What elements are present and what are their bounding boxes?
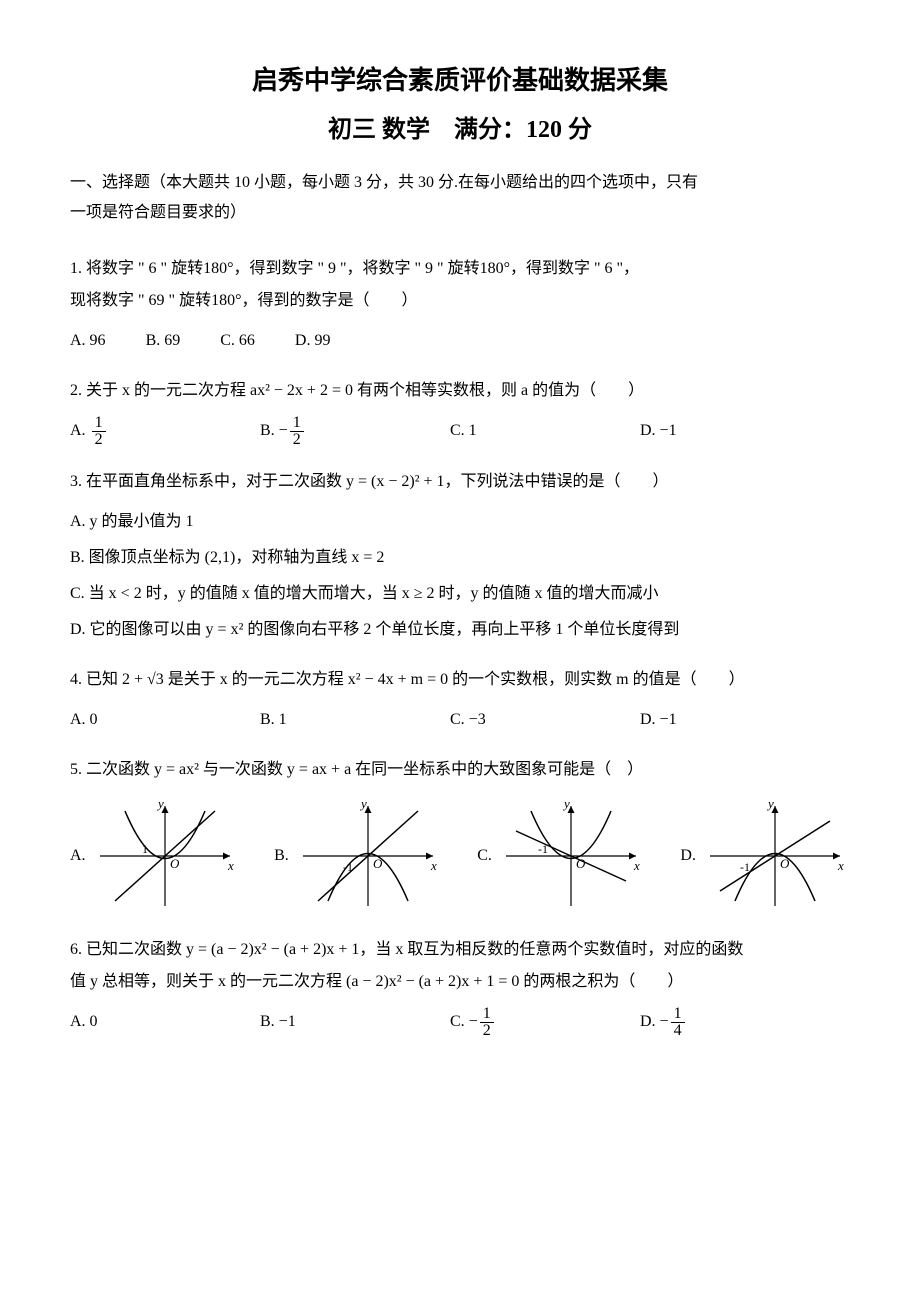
numerator: 1: [480, 1006, 494, 1023]
q5-b-label: B.: [274, 840, 289, 872]
q5-option-c: C. y x O -1: [477, 796, 646, 916]
q4-text: 4. 已知 2 + √3 是关于 x 的一元二次方程 x² − 4x + m =…: [70, 664, 850, 696]
q6-option-d: D. −14: [640, 1006, 830, 1039]
q6-c-prefix: C. −: [450, 1013, 478, 1030]
q5-option-d: D. y x O -1: [680, 796, 850, 916]
q5-graphs: A. y x O 1 B.: [70, 796, 850, 916]
q4-option-b: B. 1: [260, 704, 450, 736]
q2-option-c: C. 1: [450, 415, 640, 448]
svg-text:O: O: [576, 856, 586, 871]
q2-a-prefix: A.: [70, 422, 90, 439]
svg-text:y: y: [359, 796, 367, 811]
svg-text:x: x: [430, 858, 437, 873]
q4-option-d: D. −1: [640, 704, 830, 736]
svg-text:y: y: [562, 796, 570, 811]
page-title: 启秀中学综合素质评价基础数据采集: [70, 60, 850, 97]
question-1: 1. 将数字 " 6 " 旋转180°，得到数字 " 9 "，将数字 " 9 "…: [70, 253, 850, 357]
svg-text:x: x: [837, 858, 844, 873]
question-2: 2. 关于 x 的一元二次方程 ax² − 2x + 2 = 0 有两个相等实数…: [70, 375, 850, 448]
q3-option-d: D. 它的图像可以由 y = x² 的图像向右平移 2 个单位长度，再向上平移 …: [70, 614, 850, 646]
graph-d: y x O -1: [700, 796, 850, 916]
numerator: 1: [290, 415, 304, 432]
numerator: 1: [92, 415, 106, 432]
svg-text:O: O: [373, 856, 383, 871]
svg-text:O: O: [170, 856, 180, 871]
section-heading-line2: 一项是符合题目要求的）: [70, 204, 246, 221]
q4-option-c: C. −3: [450, 704, 640, 736]
q5-option-b: B. y x O -1: [274, 796, 443, 916]
fraction: 14: [671, 1006, 685, 1039]
q5-text: 5. 二次函数 y = ax² 与一次函数 y = ax + a 在同一坐标系中…: [70, 754, 850, 786]
svg-text:O: O: [780, 856, 790, 871]
q6-d-prefix: D. −: [640, 1013, 669, 1030]
q2-b-prefix: B. −: [260, 422, 288, 439]
svg-text:-1: -1: [538, 842, 548, 856]
q2-option-b: B. −12: [260, 415, 450, 448]
q3-option-a: A. y 的最小值为 1: [70, 506, 850, 538]
fraction: 12: [92, 415, 106, 448]
svg-text:1: 1: [142, 842, 148, 856]
q2-option-d: D. −1: [640, 415, 830, 448]
q3-text: 3. 在平面直角坐标系中，对于二次函数 y = (x − 2)² + 1，下列说…: [70, 466, 850, 498]
q1-option-a: A. 96: [70, 325, 106, 357]
q5-d-label: D.: [680, 840, 696, 872]
q6-option-b: B. −1: [260, 1006, 450, 1039]
q5-c-label: C.: [477, 840, 492, 872]
q1-option-c: C. 66: [220, 325, 255, 357]
q4-options: A. 0 B. 1 C. −3 D. −1: [70, 704, 850, 736]
graph-c: y x O -1: [496, 796, 646, 916]
question-3: 3. 在平面直角坐标系中，对于二次函数 y = (x − 2)² + 1，下列说…: [70, 466, 850, 646]
q1-line2: 现将数字 " 69 " 旋转180°，得到的数字是（ ）: [70, 292, 417, 309]
q2-options: A. 12 B. −12 C. 1 D. −1: [70, 415, 850, 448]
q5-option-a: A. y x O 1: [70, 796, 240, 916]
q2-option-a: A. 12: [70, 415, 260, 448]
graph-a: y x O 1: [90, 796, 240, 916]
q5-a-label: A.: [70, 840, 86, 872]
q3-option-c: C. 当 x < 2 时，y 的值随 x 值的增大而增大，当 x ≥ 2 时，y…: [70, 578, 850, 610]
graph-b: y x O -1: [293, 796, 443, 916]
denominator: 2: [92, 432, 106, 448]
svg-text:y: y: [156, 796, 164, 811]
svg-text:-1: -1: [343, 860, 353, 874]
svg-text:x: x: [633, 858, 640, 873]
section-heading-line1: 一、选择题（本大题共 10 小题，每小题 3 分，共 30 分.在每小题给出的四…: [70, 174, 698, 191]
q1-option-b: B. 69: [146, 325, 181, 357]
q1-option-d: D. 99: [295, 325, 331, 357]
q6-line1: 6. 已知二次函数 y = (a − 2)x² − (a + 2)x + 1，当…: [70, 941, 743, 958]
page-subtitle: 初三 数学 满分：120 分: [70, 109, 850, 144]
denominator: 2: [480, 1023, 494, 1039]
denominator: 4: [671, 1023, 685, 1039]
svg-text:y: y: [766, 796, 774, 811]
q6-line2: 值 y 总相等，则关于 x 的一元二次方程 (a − 2)x² − (a + 2…: [70, 973, 683, 990]
numerator: 1: [671, 1006, 685, 1023]
fraction: 12: [480, 1006, 494, 1039]
q6-option-c: C. −12: [450, 1006, 640, 1039]
q3-option-b: B. 图像顶点坐标为 (2,1)，对称轴为直线 x = 2: [70, 542, 850, 574]
denominator: 2: [290, 432, 304, 448]
q1-line1: 1. 将数字 " 6 " 旋转180°，得到数字 " 9 "，将数字 " 9 "…: [70, 260, 639, 277]
question-6: 6. 已知二次函数 y = (a − 2)x² − (a + 2)x + 1，当…: [70, 934, 850, 1039]
q4-option-a: A. 0: [70, 704, 260, 736]
question-4: 4. 已知 2 + √3 是关于 x 的一元二次方程 x² − 4x + m =…: [70, 664, 850, 736]
svg-text:-1: -1: [740, 860, 750, 874]
fraction: 12: [290, 415, 304, 448]
q1-options: A. 96 B. 69 C. 66 D. 99: [70, 325, 850, 357]
section-heading: 一、选择题（本大题共 10 小题，每小题 3 分，共 30 分.在每小题给出的四…: [70, 168, 850, 229]
question-5: 5. 二次函数 y = ax² 与一次函数 y = ax + a 在同一坐标系中…: [70, 754, 850, 916]
q6-option-a: A. 0: [70, 1006, 260, 1039]
svg-text:x: x: [227, 858, 234, 873]
q2-text: 2. 关于 x 的一元二次方程 ax² − 2x + 2 = 0 有两个相等实数…: [70, 375, 850, 407]
q6-options: A. 0 B. −1 C. −12 D. −14: [70, 1006, 850, 1039]
q6-text: 6. 已知二次函数 y = (a − 2)x² − (a + 2)x + 1，当…: [70, 934, 850, 998]
q3-options: A. y 的最小值为 1 B. 图像顶点坐标为 (2,1)，对称轴为直线 x =…: [70, 506, 850, 646]
q1-text: 1. 将数字 " 6 " 旋转180°，得到数字 " 9 "，将数字 " 9 "…: [70, 253, 850, 317]
